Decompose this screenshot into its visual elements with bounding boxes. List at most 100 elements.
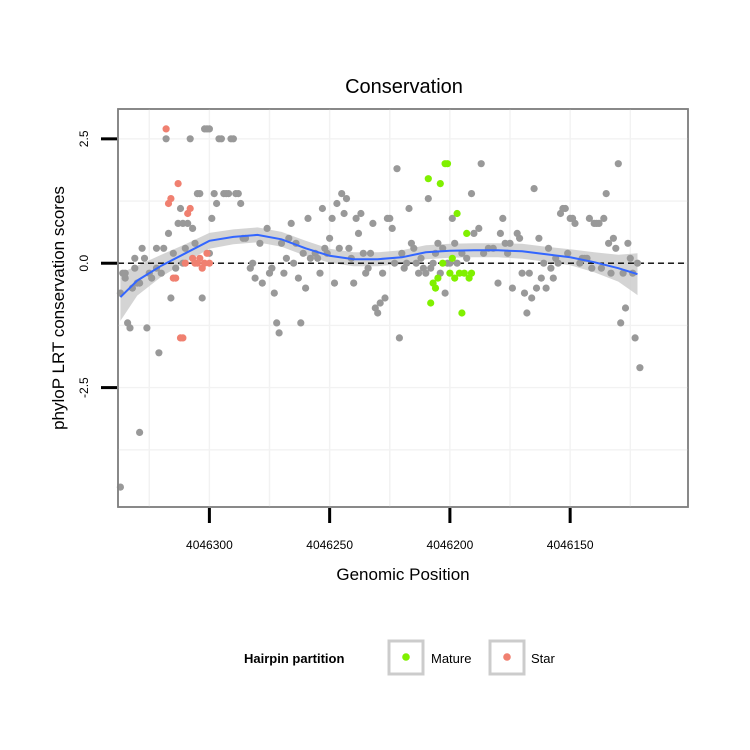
data-point-mature (436, 180, 444, 188)
data-point-star (179, 334, 187, 342)
data-point-other (277, 239, 286, 247)
data-point-other (424, 195, 432, 203)
data-point-other (160, 244, 168, 252)
data-point-other (597, 264, 606, 272)
data-point-other (388, 224, 396, 232)
data-point-other (496, 229, 504, 237)
data-point-other (143, 324, 151, 332)
data-point-other (273, 319, 281, 327)
data-point-other (131, 254, 139, 262)
data-point-other (607, 269, 615, 277)
plot-panel (116, 108, 689, 508)
data-point-mature (439, 259, 447, 267)
data-point-other (564, 249, 572, 257)
data-point-other (542, 284, 550, 292)
data-point-other (379, 269, 387, 277)
data-point-other (470, 229, 478, 237)
data-point-other (415, 269, 423, 277)
data-point-other (508, 284, 516, 292)
data-point-star (172, 274, 180, 282)
data-point-other (429, 259, 437, 267)
data-point-other (532, 284, 541, 292)
data-point-other (290, 259, 298, 267)
data-point-other (352, 214, 360, 222)
data-point-other (121, 274, 129, 282)
data-point-mature (427, 299, 435, 307)
data-point-other (256, 239, 264, 247)
data-point-other (191, 239, 199, 247)
data-point-other (520, 289, 529, 297)
data-point-other (357, 209, 365, 218)
data-point-other (631, 334, 639, 342)
data-point-other (335, 244, 343, 252)
data-point-other (340, 209, 348, 218)
x-tick-label: 4046250 (306, 538, 353, 552)
data-point-other (439, 244, 447, 252)
x-axis-title: Genomic Position (336, 565, 469, 584)
data-point-mature (424, 175, 432, 183)
data-point-other (633, 259, 642, 267)
data-point-other (366, 249, 375, 257)
data-point-mature (463, 229, 471, 237)
data-point-other (169, 249, 177, 257)
data-point-other (516, 234, 524, 242)
data-point-other (506, 239, 514, 247)
data-point-other (535, 234, 543, 242)
data-point-other (523, 309, 531, 317)
data-point-star (205, 259, 213, 267)
data-point-other (595, 219, 603, 227)
data-point-other (585, 214, 594, 222)
data-point-other (480, 249, 488, 257)
data-point-other (588, 264, 596, 272)
data-point-mature (458, 309, 466, 317)
data-point-other (612, 244, 620, 252)
data-point-mature (467, 269, 476, 277)
data-point-other (602, 190, 610, 198)
data-point-other (126, 324, 134, 332)
x-tick-label: 4046200 (427, 538, 474, 552)
data-point-other (475, 224, 483, 232)
data-point-other (463, 254, 471, 262)
data-point-mature (446, 269, 454, 277)
data-point-other (270, 289, 278, 297)
data-point-other (571, 219, 579, 227)
data-point-mature (443, 160, 452, 168)
data-point-other (609, 234, 618, 242)
data-point-other (333, 199, 341, 208)
data-point-other (403, 259, 411, 267)
data-point-mature (434, 274, 442, 282)
data-point-other (391, 259, 399, 267)
data-point-other (376, 299, 384, 307)
data-point-other (196, 190, 204, 198)
data-point-other (359, 249, 367, 257)
data-point-other (237, 199, 245, 208)
data-point-other (131, 264, 139, 272)
data-point-other (422, 269, 430, 277)
data-point-star (174, 180, 182, 188)
data-point-other (410, 244, 418, 252)
data-point-other (600, 214, 608, 222)
y-tick-label: -2.5 (77, 377, 91, 398)
legend-label-star: Star (531, 651, 556, 666)
data-point-other (525, 269, 533, 277)
data-point-other (152, 244, 161, 252)
data-point-other (275, 329, 283, 337)
legend-marker-star (503, 653, 511, 661)
data-point-other (234, 190, 242, 198)
data-point-mature (460, 269, 468, 277)
data-point-other (354, 229, 363, 237)
legend-label-mature: Mature (431, 651, 471, 666)
data-point-other (213, 199, 221, 208)
data-point-other (210, 190, 218, 198)
plot-background (117, 108, 689, 508)
x-tick-label: 4046300 (186, 538, 233, 552)
data-point-other (636, 364, 644, 372)
data-point-other (374, 309, 382, 317)
data-point-other (318, 204, 326, 213)
data-point-other (225, 190, 233, 198)
data-point-other (393, 165, 401, 173)
data-point-star (162, 125, 170, 133)
data-point-other (477, 160, 485, 168)
data-point-other (249, 259, 257, 267)
